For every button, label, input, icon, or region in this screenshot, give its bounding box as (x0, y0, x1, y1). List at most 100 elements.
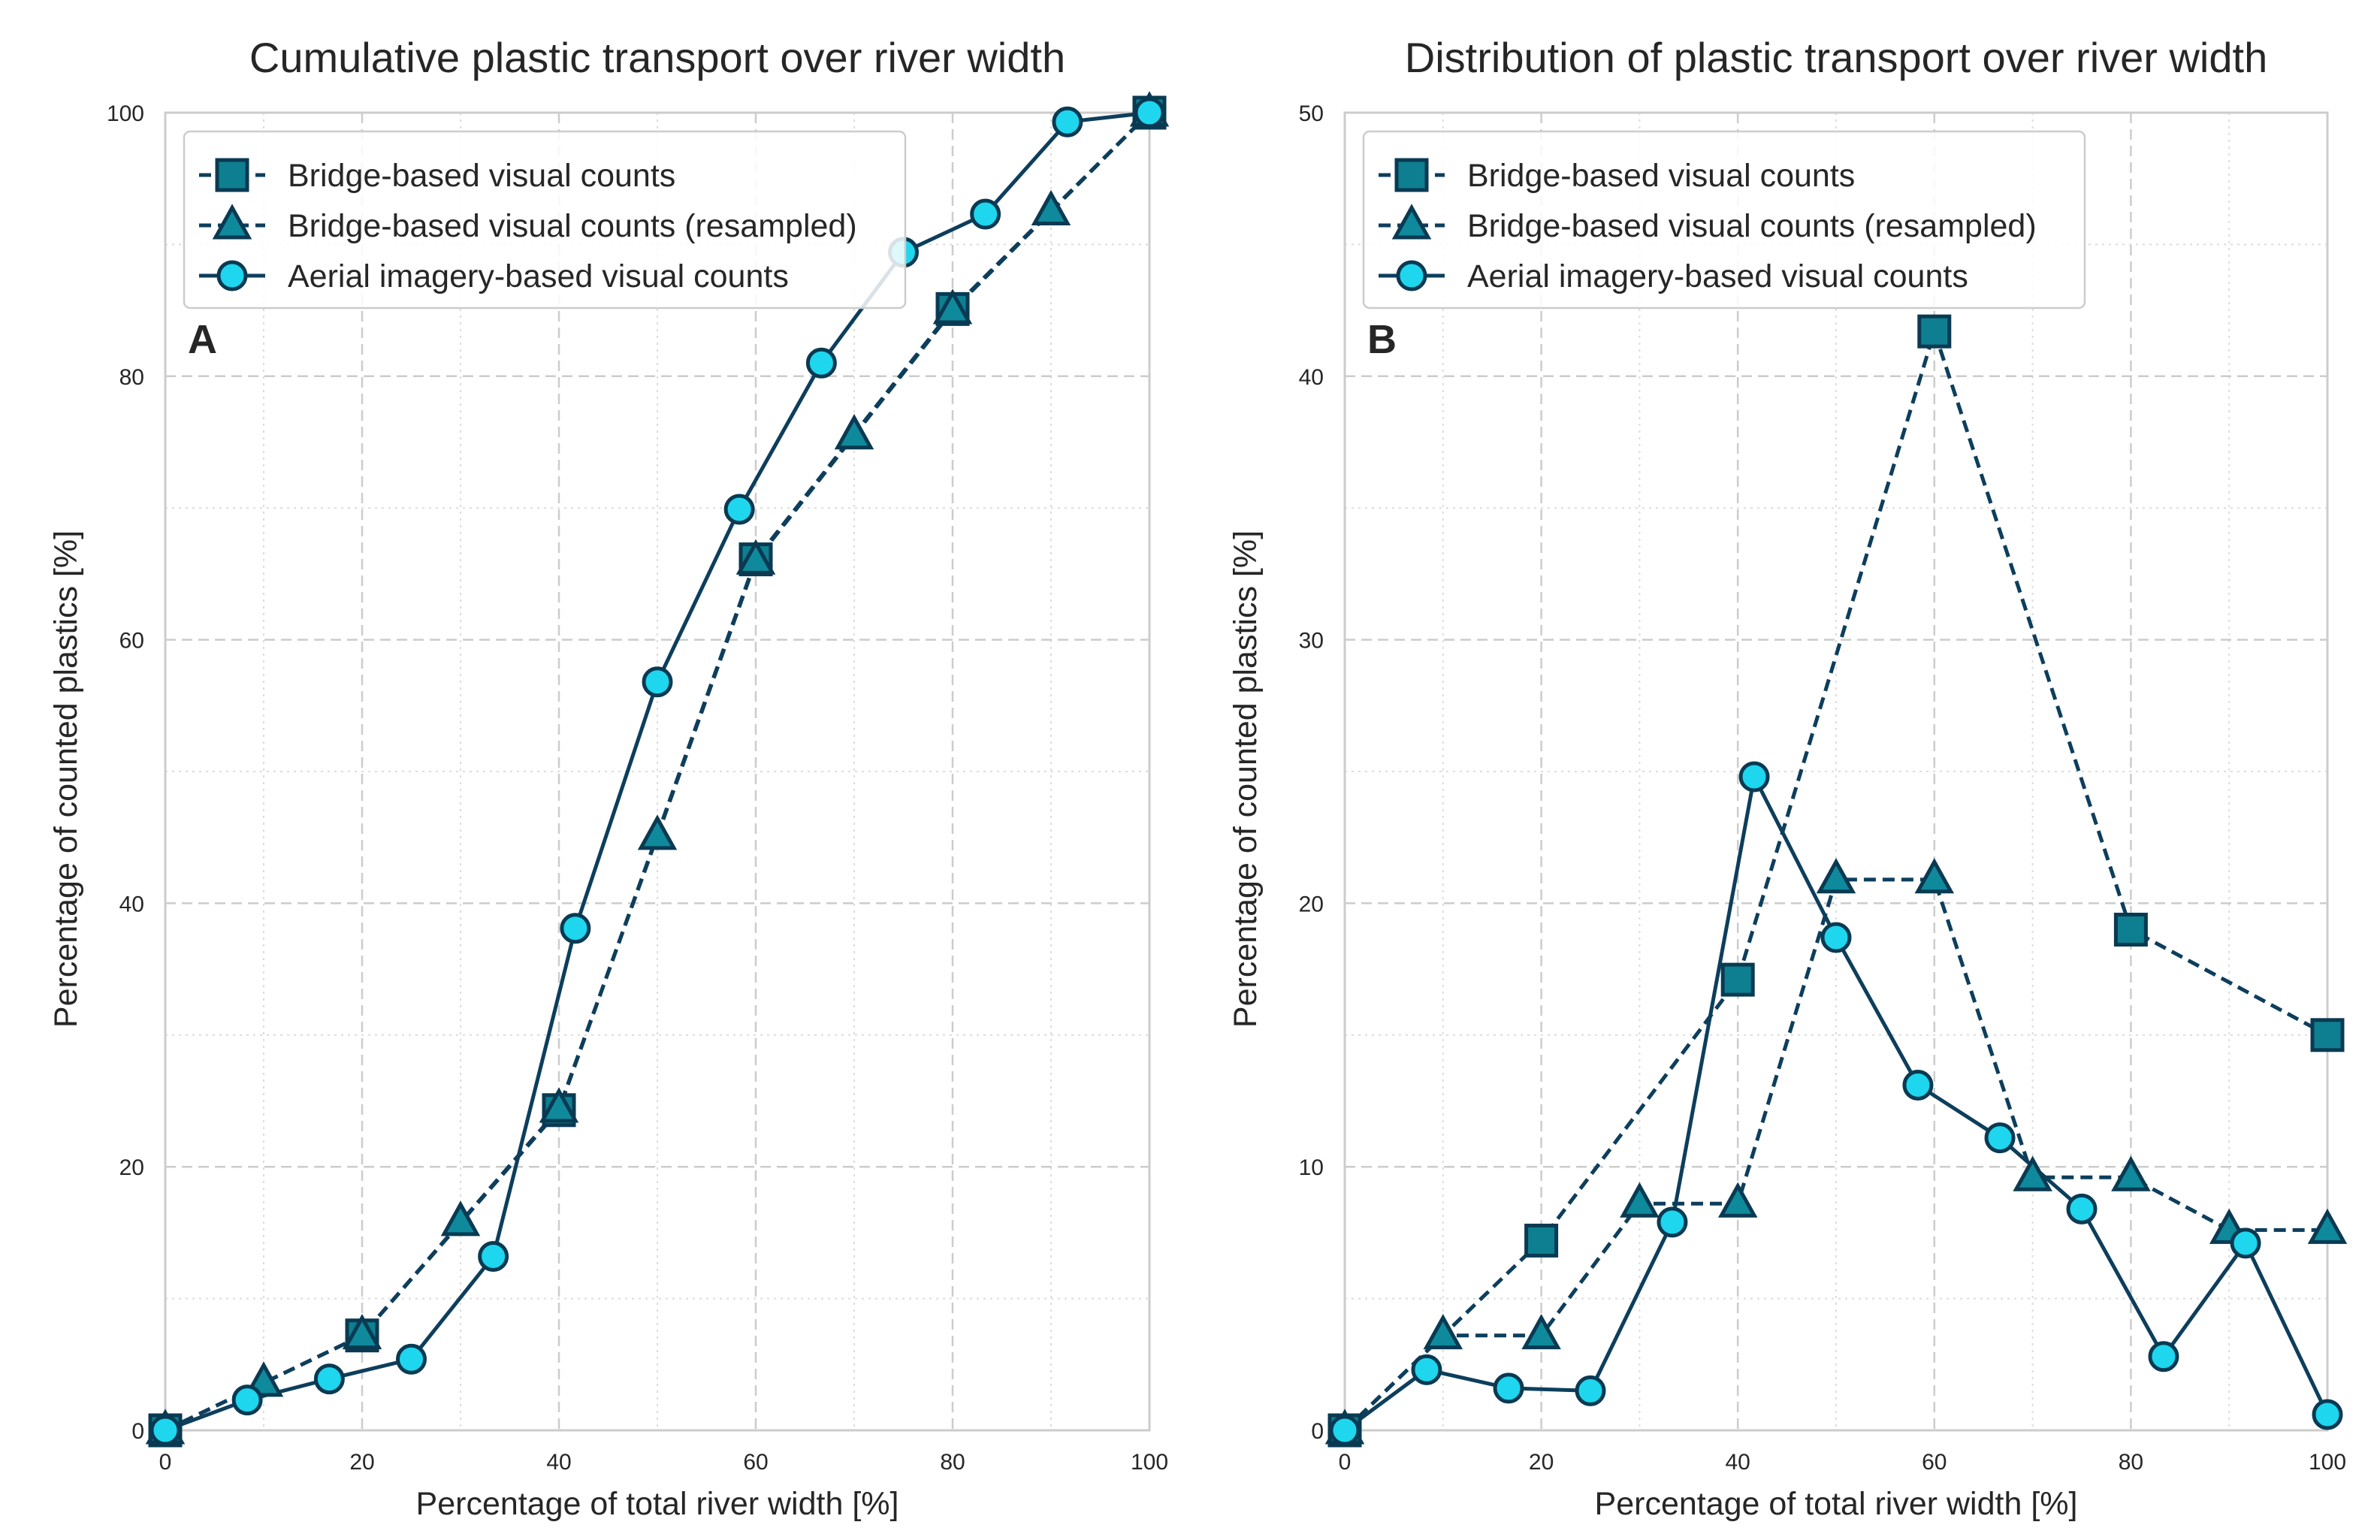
legend-box (183, 130, 907, 310)
data-point-square (2310, 1018, 2345, 1052)
legend-marker-circle-icon (1396, 260, 1427, 291)
data-point-circle (1902, 1069, 1934, 1101)
data-point-triangle (1620, 1182, 1660, 1218)
data-point-circle (2148, 1341, 2179, 1372)
y-tick-label: 20 (119, 1155, 144, 1180)
legend-label: Bridge-based visual counts (resampled) (288, 208, 857, 244)
y-tick-label: 50 (1299, 101, 1324, 126)
data-point-circle (1657, 1206, 1688, 1238)
data-point-circle (150, 1415, 181, 1446)
data-point-circle (1134, 97, 1165, 128)
chart-panel-b: 0 20 40 60 80 100 0 10 20 30 40 50 Distribution of p… (1228, 34, 2348, 1522)
y-tick-label: 80 (119, 365, 144, 390)
data-point-circle (2230, 1227, 2261, 1259)
data-point-square (1917, 314, 1952, 349)
y-tick-label: 60 (119, 629, 144, 654)
data-point-circle (396, 1343, 427, 1375)
x-tick-label: 40 (1726, 1450, 1750, 1475)
data-point-circle (970, 198, 1001, 230)
legend-marker-circle-icon (216, 260, 248, 291)
data-point-circle (1329, 1415, 1361, 1446)
x-tick-label: 40 (546, 1450, 571, 1475)
data-point-circle (313, 1363, 345, 1395)
legend-label: Bridge-based visual counts (resampled) (1467, 208, 2037, 244)
legend-label: Aerial imagery-based visual counts (288, 258, 789, 294)
data-point-circle (2066, 1193, 2098, 1224)
series-line-square (1343, 329, 2329, 1432)
data-point-triangle (1031, 189, 1071, 226)
x-axis-label: Percentage of total river width [%] (1595, 1486, 2078, 1522)
data-point-triangle (1423, 1314, 1463, 1350)
x-axis-label: Percentage of total river width [%] (416, 1486, 899, 1522)
x-tick-label: 20 (349, 1450, 374, 1475)
legend-item: Bridge-based visual counts (199, 158, 675, 194)
data-point-triangle (440, 1200, 481, 1237)
x-tick-label: 60 (743, 1450, 768, 1475)
legend-label: Aerial imagery-based visual counts (1467, 258, 1968, 294)
data-point-circle (1984, 1122, 2016, 1154)
y-axis-label: Percentage of counted plastics [%] (1228, 530, 1264, 1028)
x-tick-label: 80 (940, 1450, 965, 1475)
data-point-square (1720, 962, 1755, 997)
y-tick-label: 10 (1299, 1155, 1324, 1180)
panel-label: A (188, 317, 217, 362)
data-point-circle (1738, 761, 1770, 793)
legend: Bridge-based visual counts Bridge-based v… (183, 130, 907, 310)
chart-title: Cumulative plastic transport over river … (249, 34, 1065, 81)
y-tick-label: 40 (1299, 365, 1324, 390)
data-point-circle (1493, 1372, 1524, 1404)
data-point-circle (231, 1384, 263, 1416)
data-point-circle (805, 347, 837, 379)
legend-label: Bridge-based visual counts (288, 158, 675, 194)
legend: Bridge-based visual counts Bridge-based v… (1362, 130, 2086, 310)
legend-marker-triangle-icon (1391, 204, 1432, 240)
x-tick-label: 100 (1131, 1450, 1168, 1475)
legend-item: Bridge-based visual counts (resampled) (199, 204, 857, 244)
plot-frame (1343, 111, 2329, 1432)
data-point-triangle (1816, 858, 1856, 894)
x-tick-label: 0 (159, 1450, 172, 1475)
data-point-circle (1575, 1375, 1606, 1406)
y-tick-label: 100 (107, 101, 144, 126)
x-tick-label: 60 (1922, 1450, 1947, 1475)
y-tick-label: 20 (1299, 892, 1324, 916)
legend-marker-square-icon (1394, 158, 1429, 192)
data-point-circle (478, 1240, 509, 1272)
panel-label: B (1367, 317, 1397, 362)
data-point-triangle (637, 814, 678, 850)
y-axis-label: Percentage of counted plastics [%] (48, 530, 84, 1028)
data-point-triangle (1717, 1182, 1758, 1218)
legend-item: Bridge-based visual counts (resampled) (1379, 204, 2037, 244)
legend-box (1362, 130, 2086, 310)
x-tick-label: 100 (2309, 1450, 2346, 1475)
x-tick-label: 0 (1339, 1450, 1352, 1475)
data-point-triangle (539, 1087, 579, 1123)
data-point-circle (1052, 106, 1083, 137)
data-point-circle (723, 494, 755, 525)
data-point-circle (2312, 1399, 2343, 1430)
data-point-triangle (1914, 858, 1955, 894)
data-point-triangle (342, 1314, 382, 1350)
y-tick-label: 0 (1311, 1419, 1324, 1444)
data-point-triangle (834, 414, 874, 450)
legend-marker-square-icon (215, 158, 249, 192)
legend-item: Aerial imagery-based visual counts (1379, 258, 1968, 294)
data-point-triangle (2307, 1208, 2348, 1244)
data-point-triangle (1521, 1314, 1561, 1350)
legend-marker-triangle-icon (212, 204, 252, 240)
data-point-circle (1820, 922, 1852, 953)
data-point-circle (560, 913, 591, 944)
data-point-triangle (735, 539, 776, 575)
data-point-square (1524, 1223, 1559, 1258)
y-tick-label: 30 (1299, 629, 1324, 654)
data-point-square (2113, 912, 2148, 947)
data-point-triangle (2111, 1155, 2151, 1191)
legend-item: Aerial imagery-based visual counts (199, 258, 789, 294)
chart-title: Distribution of plastic transport over r… (1405, 34, 2267, 81)
data-point-circle (1411, 1354, 1442, 1385)
x-tick-label: 20 (1529, 1450, 1554, 1475)
data-point-triangle (932, 288, 973, 325)
plot-frame (164, 111, 1151, 1432)
